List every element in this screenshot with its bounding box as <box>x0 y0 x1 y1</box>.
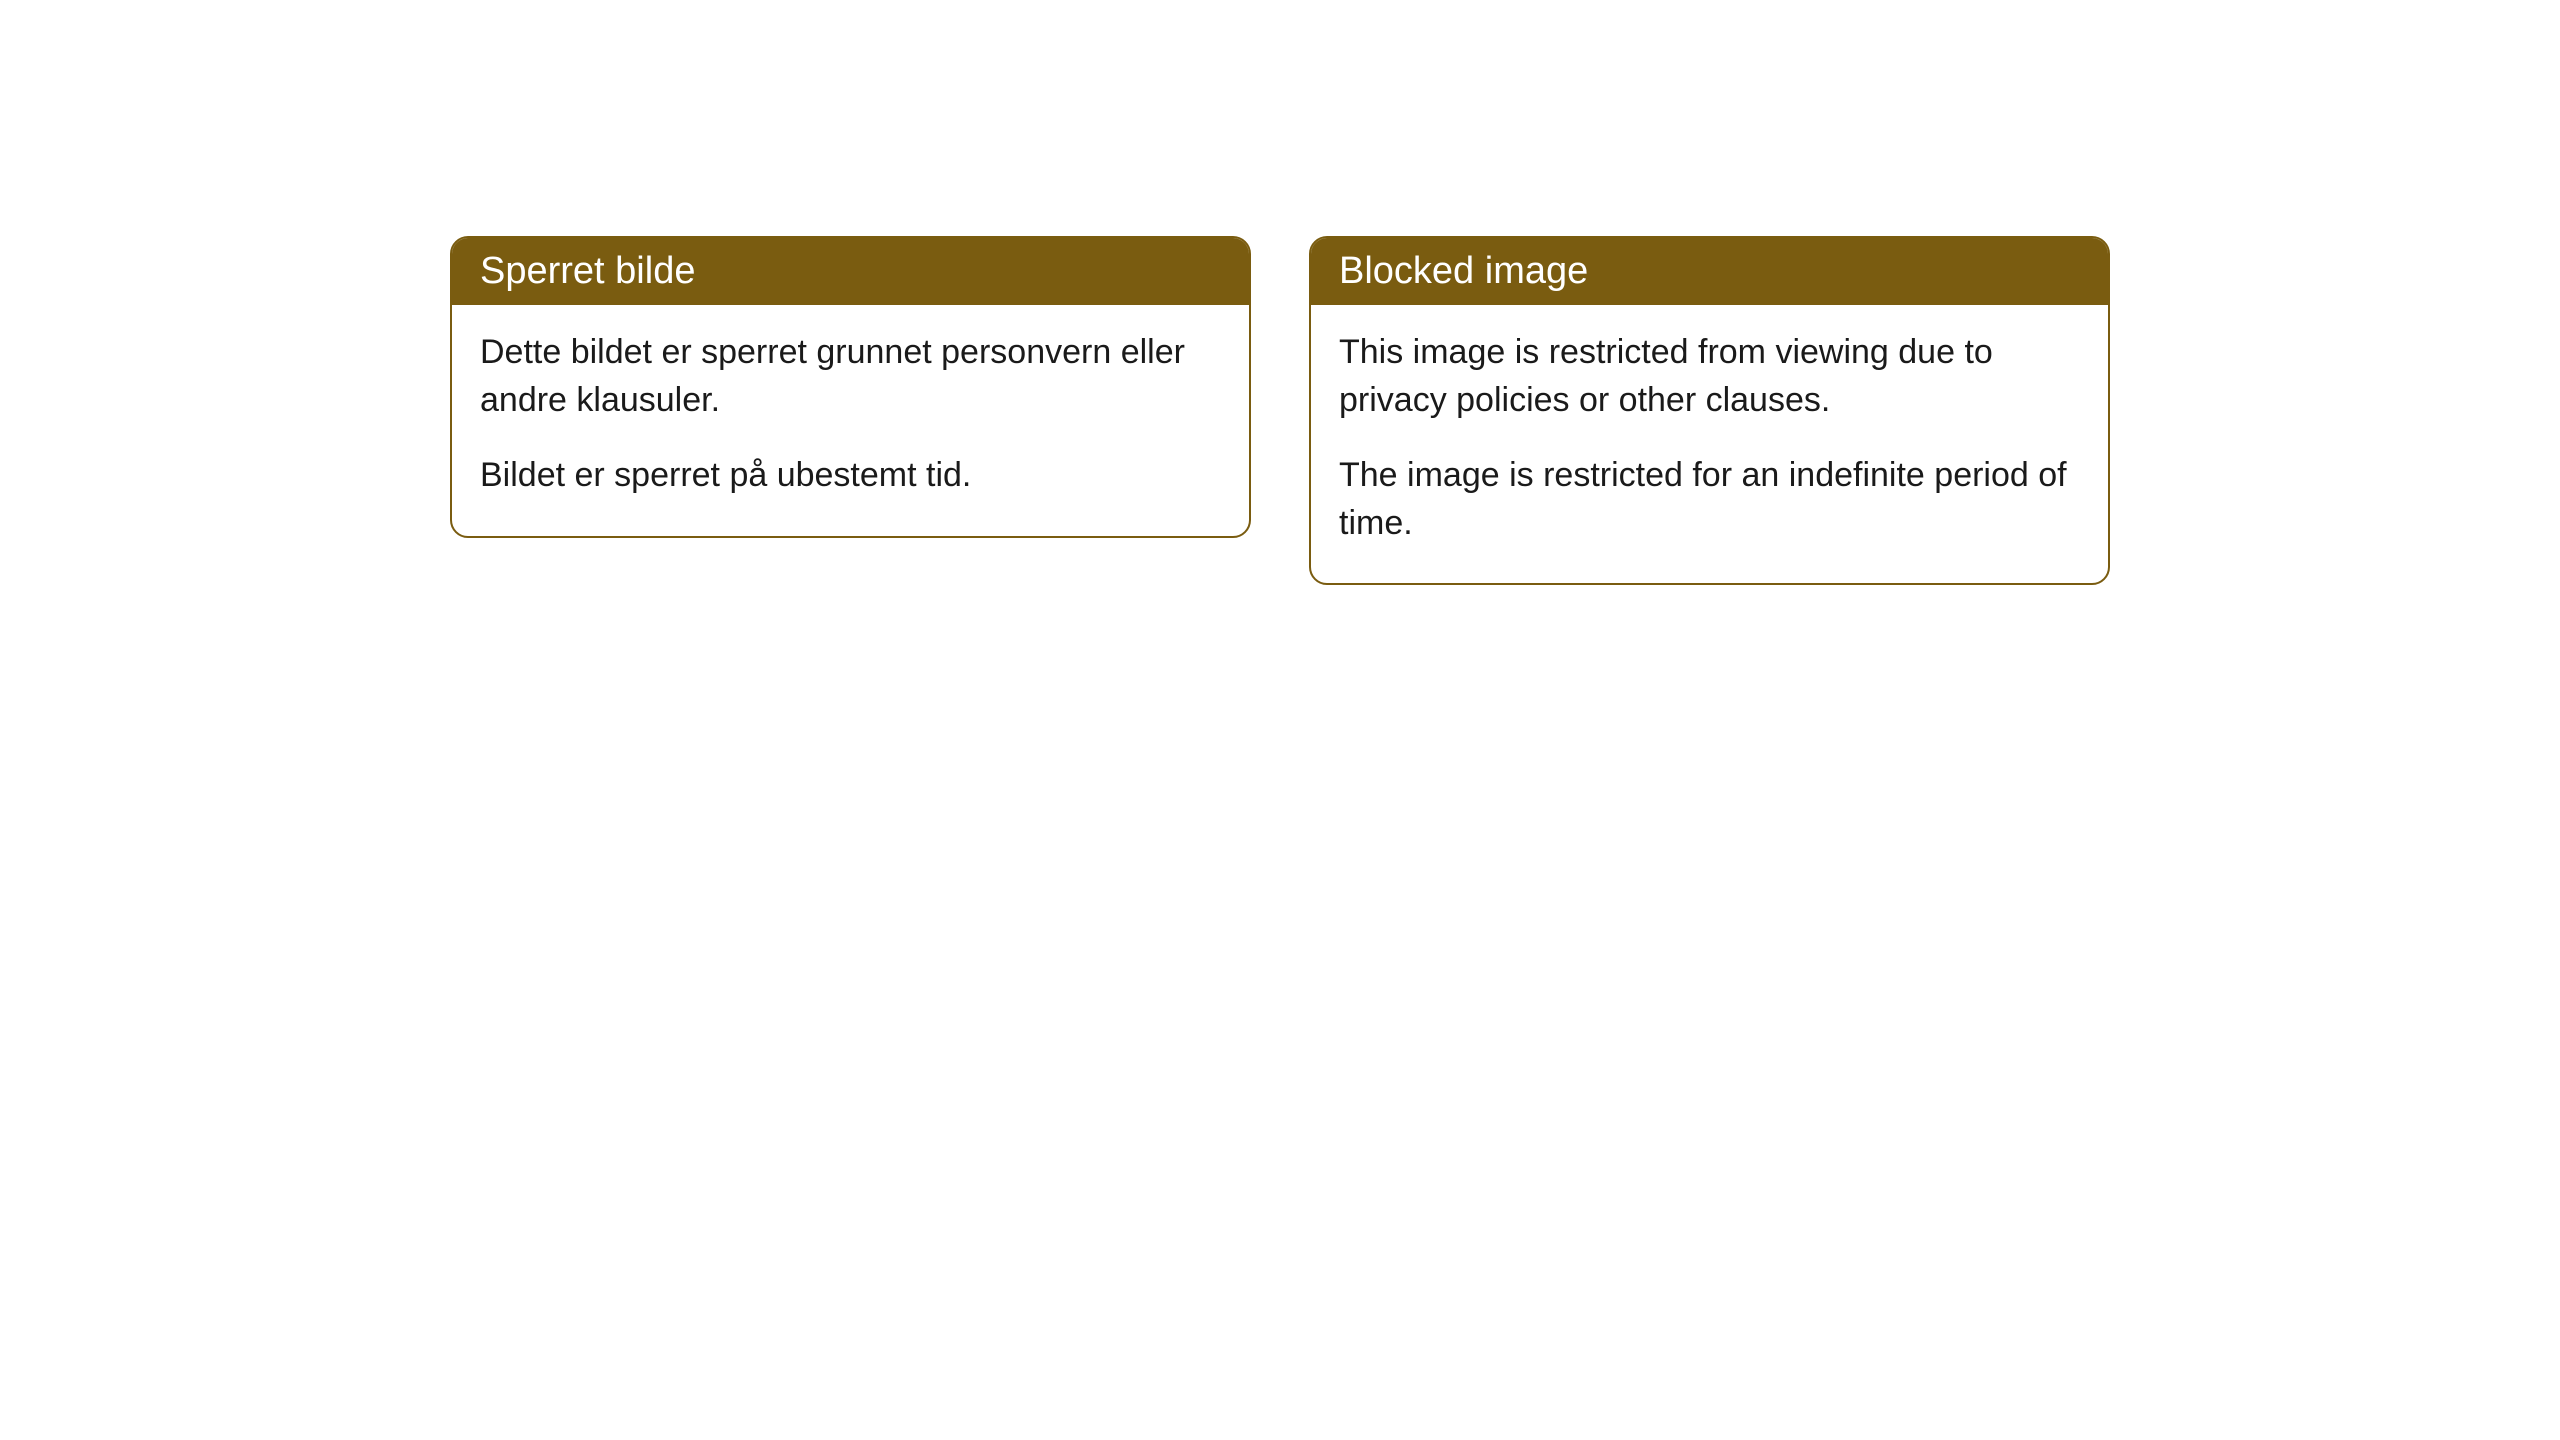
blocked-image-card-norwegian: Sperret bilde Dette bildet er sperret gr… <box>450 236 1251 538</box>
card-paragraph-2: Bildet er sperret på ubestemt tid. <box>480 452 1221 500</box>
card-header: Sperret bilde <box>452 238 1249 305</box>
card-paragraph-2: The image is restricted for an indefinit… <box>1339 452 2080 547</box>
card-body: Dette bildet er sperret grunnet personve… <box>452 305 1249 536</box>
card-body: This image is restricted from viewing du… <box>1311 305 2108 583</box>
card-paragraph-1: This image is restricted from viewing du… <box>1339 329 2080 424</box>
card-title: Blocked image <box>1339 250 1588 292</box>
card-header: Blocked image <box>1311 238 2108 305</box>
card-paragraph-1: Dette bildet er sperret grunnet personve… <box>480 329 1221 424</box>
blocked-image-card-english: Blocked image This image is restricted f… <box>1309 236 2110 585</box>
card-title: Sperret bilde <box>480 250 695 292</box>
